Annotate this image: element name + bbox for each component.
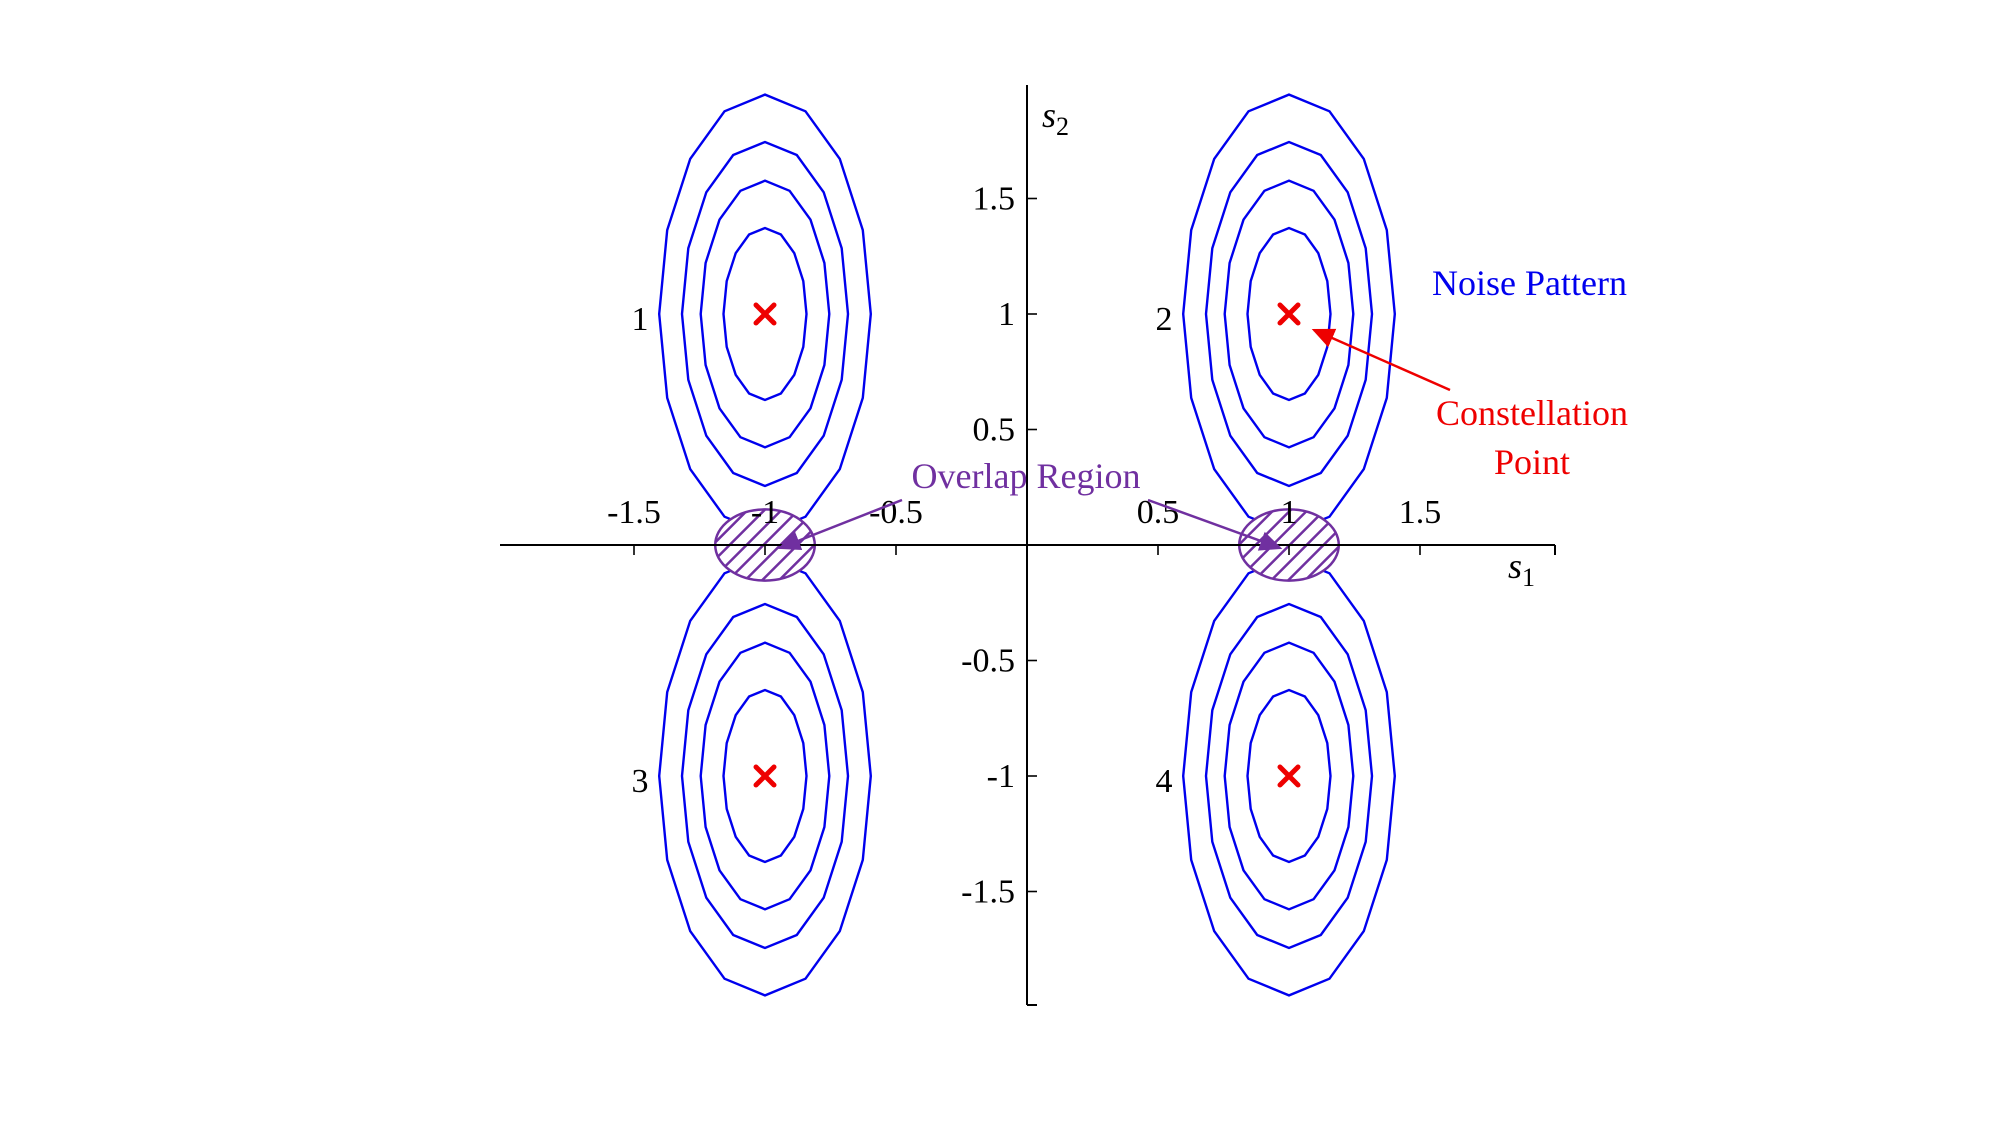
constellation-point-number: 1: [632, 301, 649, 338]
x-tick-label: 1.5: [1399, 494, 1442, 531]
y-tick-label: -1.5: [961, 874, 1015, 911]
y-axis-label: s2: [1042, 95, 1069, 141]
overlap-arrow-left: [777, 498, 903, 550]
noise-contour: [1223, 641, 1355, 911]
constellation-point: [753, 764, 777, 788]
y-axis-label-subscript: 2: [1056, 112, 1069, 141]
noise-pattern-label: Noise Pattern: [1432, 263, 1627, 303]
x-tick-label: 1: [1281, 494, 1298, 531]
x-tick-label: -1.5: [607, 494, 661, 531]
y-tick-label: -0.5: [961, 643, 1015, 680]
x-tick-label: 0.5: [1137, 494, 1180, 531]
constellation-point-label-line2: Point: [1494, 442, 1570, 482]
x-axis-label: s1: [1508, 546, 1535, 592]
noise-contour: [1246, 226, 1332, 402]
noise-contour: [1181, 555, 1397, 997]
y-tick-label: -1: [987, 758, 1015, 795]
overlap-arrow-right: [1147, 498, 1283, 551]
noise-contour: [657, 93, 873, 535]
noise-contour: [1246, 688, 1332, 864]
constellation-points: 1 2 3 4: [632, 301, 1301, 800]
y-tick-label: 1: [998, 296, 1015, 333]
noise-contour: [722, 688, 808, 864]
noise-contour: [680, 140, 850, 488]
noise-contour: [1204, 602, 1374, 950]
noise-contours: [657, 93, 1397, 997]
constellation-point-arrow: [1311, 328, 1451, 392]
constellation-point: [753, 302, 777, 326]
constellation-point: [1277, 764, 1301, 788]
noise-contour: [1223, 179, 1355, 449]
noise-contour: [699, 179, 831, 449]
ticks: -1.5 -1 -0.5 0.5 1 1.5 1.5 1 0.5 -0.5 -1 -1.5: [607, 181, 1441, 911]
constellation-point-number: 4: [1156, 763, 1173, 800]
y-tick-label: 1.5: [973, 181, 1016, 218]
noise-contour: [722, 226, 808, 402]
x-tick-label: -1: [751, 494, 779, 531]
noise-contour: [657, 555, 873, 997]
noise-contour: [680, 602, 850, 950]
constellation-point-number: 2: [1156, 301, 1173, 338]
noise-contour: [1181, 93, 1397, 535]
axes: [500, 85, 1556, 1006]
x-tick-label: -0.5: [869, 494, 923, 531]
noise-contour: [1204, 140, 1374, 488]
y-tick-label: 0.5: [973, 412, 1016, 449]
noise-contour: [699, 641, 831, 911]
annotations: Noise Pattern Constellation Point Overla…: [777, 263, 1628, 551]
constellation-point: [1277, 302, 1301, 326]
constellation-point-number: 3: [632, 763, 649, 800]
constellation-point-label-line1: Constellation: [1436, 393, 1628, 433]
x-axis-label-subscript: 1: [1522, 563, 1535, 592]
overlap-region-label: Overlap Region: [912, 456, 1141, 496]
